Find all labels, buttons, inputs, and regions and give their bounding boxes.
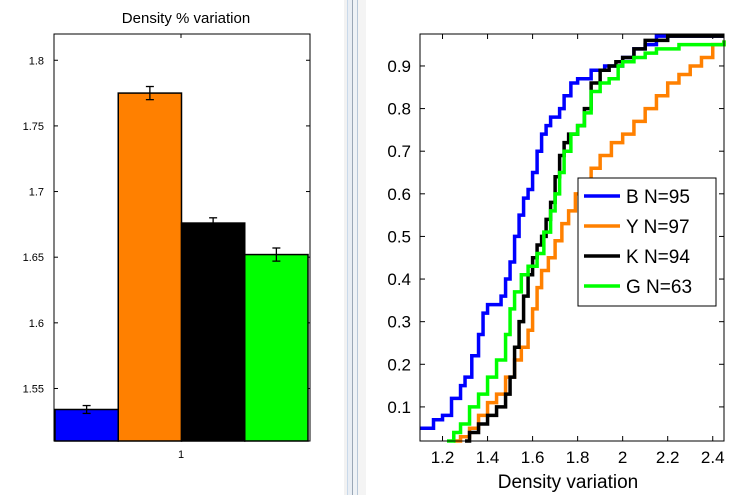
cdf-chart: 0.1 0.2 0.3 0.4 0.5 0.6 0.7 0.8 0.9 1.2 1.4 1.6 1.8 2… (387, 33, 726, 493)
legend-label: G N=63 (626, 277, 692, 298)
error-bar (82, 404, 91, 415)
legend-label: Y N=97 (626, 217, 690, 238)
x-tick-label: 2 (618, 448, 627, 467)
x-tick-label: 2.4 (701, 448, 725, 467)
bar-chart-panel: Density % variation 1 1.55 1.6 1.65 1.7 1.75… (0, 0, 344, 495)
error-bar (209, 217, 218, 229)
axes-box (419, 33, 725, 442)
legend-label: K N=94 (626, 247, 690, 268)
legend: B N=95 Y N=97 K N=94 G N=63 (577, 177, 717, 307)
y-tick-label: 0.5 (387, 227, 411, 246)
error-bar (145, 85, 154, 101)
y-tick-label: 0.8 (387, 100, 411, 119)
y-tick-label: 0.7 (387, 142, 411, 161)
x-tick-label: 1.6 (521, 448, 545, 467)
y-tick-label: 0.3 (387, 313, 411, 332)
axes-box (53, 33, 311, 442)
y-tick-label: 1.7 (29, 187, 44, 199)
y-tick-label: 1.8 (29, 55, 44, 67)
y-tick-label: 0.9 (387, 57, 411, 76)
x-tick-label: 1 (178, 449, 184, 461)
y-tick-label: 1.65 (23, 252, 44, 264)
bar (180, 222, 246, 442)
chart-title: Density % variation (122, 10, 250, 27)
x-tick-label: 1.4 (476, 448, 500, 467)
error-bar (272, 247, 281, 262)
x-tick-label: 1.2 (431, 448, 455, 467)
y-tick-label: 0.6 (387, 185, 411, 204)
window-splitter[interactable] (344, 0, 366, 495)
bar (244, 253, 309, 442)
y-tick-label: 0.1 (387, 398, 411, 417)
bar (117, 92, 183, 442)
y-tick-label: 0.2 (387, 355, 411, 374)
cdf-chart-panel: 0.1 0.2 0.3 0.4 0.5 0.6 0.7 0.8 0.9 1.2 1.4 1.6 1.8 2… (366, 0, 740, 495)
y-tick-label: 1.6 (29, 318, 44, 330)
y-tick-label: 0.4 (387, 270, 411, 289)
y-tick-label: 1.55 (23, 383, 44, 395)
legend-label: B N=95 (626, 187, 690, 208)
bar-chart: Density % variation 1 1.55 1.6 1.65 1.7 1.75… (23, 10, 311, 461)
y-tick-label: 1.75 (23, 121, 44, 133)
x-tick-label: 2.2 (656, 448, 680, 467)
bar (54, 408, 119, 442)
cdf-line (453, 40, 726, 443)
x-axis-label: Density variation (498, 472, 638, 493)
cdf-line (447, 40, 726, 443)
x-tick-label: 1.8 (566, 448, 590, 467)
